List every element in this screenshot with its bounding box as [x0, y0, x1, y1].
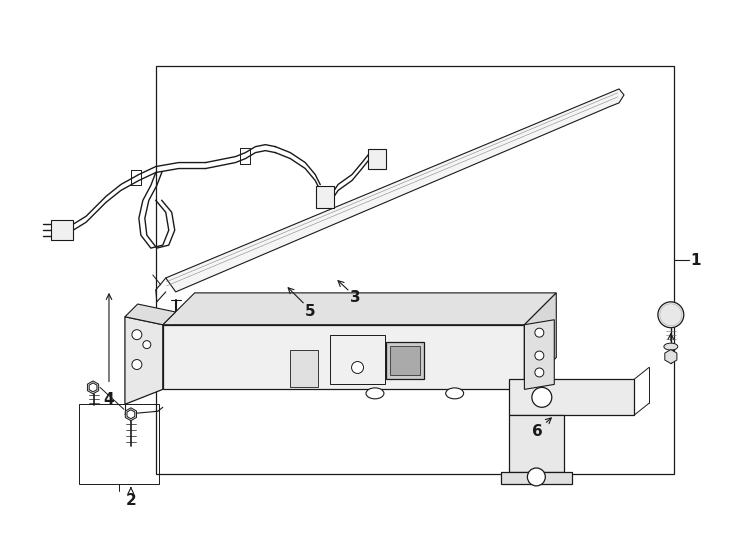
Polygon shape: [501, 472, 573, 484]
Polygon shape: [125, 317, 163, 404]
Circle shape: [132, 330, 142, 340]
Polygon shape: [509, 380, 634, 415]
Circle shape: [535, 368, 544, 377]
Polygon shape: [524, 320, 554, 389]
Ellipse shape: [446, 388, 464, 399]
Bar: [386, 342, 424, 380]
Polygon shape: [126, 408, 137, 421]
Polygon shape: [51, 220, 73, 240]
Polygon shape: [89, 383, 97, 392]
Circle shape: [132, 360, 142, 369]
Circle shape: [143, 341, 150, 349]
Polygon shape: [665, 349, 677, 363]
Bar: [156, 66, 674, 474]
Bar: [290, 349, 318, 387]
Polygon shape: [127, 410, 135, 418]
Circle shape: [532, 387, 552, 407]
Text: 3: 3: [349, 291, 360, 305]
Circle shape: [658, 302, 684, 328]
Text: 7: 7: [666, 347, 676, 362]
Circle shape: [535, 328, 544, 337]
Polygon shape: [87, 381, 98, 394]
Ellipse shape: [664, 343, 677, 350]
Polygon shape: [163, 325, 524, 389]
Text: 1: 1: [691, 253, 701, 267]
Polygon shape: [524, 293, 556, 389]
Polygon shape: [509, 415, 564, 472]
Text: 4: 4: [103, 392, 115, 407]
Text: 6: 6: [532, 424, 542, 438]
Polygon shape: [368, 148, 386, 168]
Text: 5: 5: [305, 304, 316, 319]
Ellipse shape: [366, 388, 384, 399]
Bar: [330, 335, 385, 384]
Circle shape: [352, 361, 363, 374]
Bar: [79, 404, 159, 484]
Circle shape: [528, 468, 545, 486]
Text: 2: 2: [126, 494, 137, 508]
Polygon shape: [125, 304, 175, 325]
Bar: [390, 346, 420, 375]
Polygon shape: [163, 293, 556, 325]
Circle shape: [535, 351, 544, 360]
Polygon shape: [316, 186, 334, 208]
Polygon shape: [166, 89, 624, 292]
